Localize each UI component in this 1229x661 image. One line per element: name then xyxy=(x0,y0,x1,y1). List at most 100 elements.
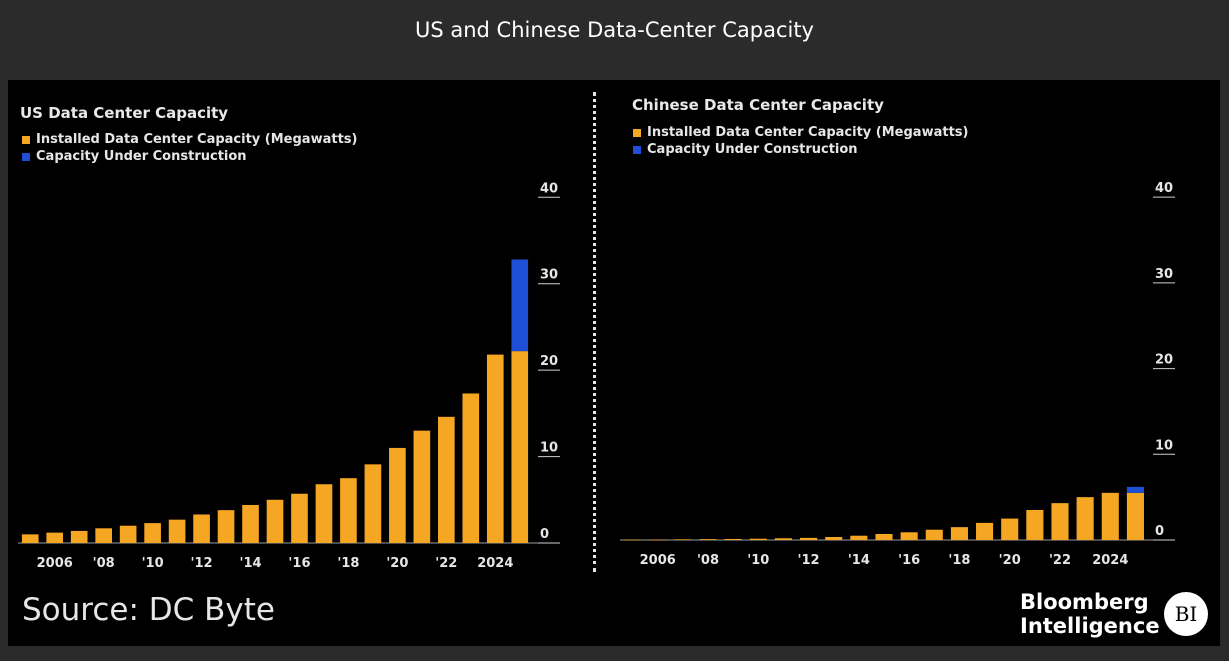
x-tick-label: '14 xyxy=(239,556,261,571)
y-tick-label: 30 xyxy=(1155,267,1173,282)
x-tick-label: 2024 xyxy=(1092,553,1128,568)
bar-installed xyxy=(242,504,259,543)
x-tick-label: '22 xyxy=(1049,553,1071,568)
x-tick-label: '22 xyxy=(435,556,457,571)
y-tick-label: 40 xyxy=(1155,181,1173,196)
bar-installed xyxy=(266,499,284,543)
bar-installed xyxy=(168,519,186,543)
x-tick-label: '12 xyxy=(191,556,213,571)
y-tick-label: 10 xyxy=(540,441,558,456)
bar-installed xyxy=(95,528,112,543)
bar-installed xyxy=(925,529,943,540)
bar-installed xyxy=(193,514,210,543)
bar-under-construction xyxy=(511,259,529,352)
legend-swatch-construction xyxy=(22,152,30,161)
us-chart-title: US Data Center Capacity xyxy=(20,104,229,122)
y-tick-label: 20 xyxy=(1155,353,1173,368)
bar-installed xyxy=(624,539,642,541)
bar-installed xyxy=(649,539,667,541)
brand-line-2: Intelligence xyxy=(1020,614,1160,638)
x-tick-label: '14 xyxy=(848,553,870,568)
bar-installed xyxy=(315,484,333,543)
bar-installed xyxy=(900,532,918,540)
legend-label-installed: Installed Data Center Capacity (Megawatt… xyxy=(36,132,358,147)
bar-under-construction xyxy=(1126,486,1144,493)
bar-installed xyxy=(438,416,455,543)
bar-installed xyxy=(511,351,529,543)
legend-swatch-installed xyxy=(22,135,30,144)
brand-line-1: Bloomberg xyxy=(1020,590,1149,614)
bar-installed xyxy=(46,532,64,543)
bar-installed xyxy=(364,464,382,543)
header-bar: US and Chinese Data-Center Capacity xyxy=(0,0,1229,68)
y-tick-label: 20 xyxy=(540,354,558,369)
bar-installed xyxy=(70,530,88,543)
page-title: US and Chinese Data-Center Capacity xyxy=(415,18,814,42)
x-tick-label: '18 xyxy=(337,556,359,571)
bar-installed xyxy=(825,537,843,540)
source-note: Source: DC Byte xyxy=(22,592,275,628)
x-tick-label: '16 xyxy=(288,556,310,571)
bar-installed xyxy=(774,538,792,540)
x-tick-label: '10 xyxy=(747,553,769,568)
y-tick-label: 40 xyxy=(540,181,558,196)
bar-installed xyxy=(1126,492,1144,540)
legend-item-construction: Capacity Under Construction xyxy=(22,148,357,165)
bar-installed xyxy=(413,430,431,543)
china-chart-title: Chinese Data Center Capacity xyxy=(632,96,884,114)
bar-installed xyxy=(850,535,868,540)
x-tick-label: '08 xyxy=(697,553,719,568)
bar-installed xyxy=(976,522,994,540)
x-tick-label: '16 xyxy=(898,553,920,568)
bar-installed xyxy=(1051,503,1069,540)
legend-swatch-construction xyxy=(633,145,641,154)
bar-installed xyxy=(291,493,308,543)
y-tick-label: 10 xyxy=(1155,438,1173,453)
china-chart-legend: Installed Data Center Capacity (Megawatt… xyxy=(633,124,968,158)
x-tick-label: 2024 xyxy=(477,556,513,571)
x-tick-label: 2006 xyxy=(37,556,73,571)
legend-item-installed: Installed Data Center Capacity (Megawatt… xyxy=(633,124,968,141)
legend-label-installed: Installed Data Center Capacity (Megawatt… xyxy=(647,125,969,140)
y-tick-label: 0 xyxy=(540,527,549,542)
x-tick-label: '08 xyxy=(93,556,115,571)
chart-divider xyxy=(593,92,596,572)
legend-swatch-installed xyxy=(633,128,641,137)
bar-installed xyxy=(724,538,742,540)
bar-installed xyxy=(340,478,357,543)
us-chart-plot: 0 10 20 30 40 2006 '08 '10 '12 '14 '16 '18 '20 '22 202… xyxy=(18,181,560,571)
bar-installed xyxy=(1101,492,1119,540)
china-chart-plot: 0 10 20 30 40 2006 '08 '10 '12 '14 '16 '18 '20 '22 202… xyxy=(620,181,1175,568)
x-tick-label: '10 xyxy=(142,556,164,571)
bar-installed xyxy=(1026,510,1044,540)
bar-installed xyxy=(674,539,692,540)
x-tick-label: '12 xyxy=(798,553,820,568)
bar-installed xyxy=(462,393,480,543)
x-tick-label: 2006 xyxy=(640,553,676,568)
bar-installed xyxy=(875,534,893,540)
legend-label-construction: Capacity Under Construction xyxy=(36,149,247,164)
x-tick-label: '20 xyxy=(386,556,408,571)
bar-installed xyxy=(144,523,161,543)
us-chart-legend: Installed Data Center Capacity (Megawatt… xyxy=(22,131,357,165)
y-tick-label: 0 xyxy=(1155,524,1164,539)
legend-item-construction: Capacity Under Construction xyxy=(633,141,968,158)
charts-panel xyxy=(8,80,1220,646)
bar-installed xyxy=(749,538,767,540)
x-tick-label: '20 xyxy=(999,553,1021,568)
bar-installed xyxy=(950,527,968,540)
bar-installed xyxy=(217,510,235,543)
bar-installed xyxy=(119,525,137,543)
legend-item-installed: Installed Data Center Capacity (Megawatt… xyxy=(22,131,357,148)
bar-installed xyxy=(800,537,818,540)
bi-badge-icon: BI xyxy=(1164,592,1208,636)
bar-installed xyxy=(1001,518,1019,540)
bar-installed xyxy=(21,534,39,543)
bloomberg-intelligence-logo: Bloomberg Intelligence xyxy=(1020,590,1160,638)
bar-installed xyxy=(389,447,406,543)
y-tick-label: 30 xyxy=(540,268,558,283)
legend-label-construction: Capacity Under Construction xyxy=(647,142,858,157)
bar-installed xyxy=(486,354,504,543)
bar-installed xyxy=(1076,497,1094,540)
